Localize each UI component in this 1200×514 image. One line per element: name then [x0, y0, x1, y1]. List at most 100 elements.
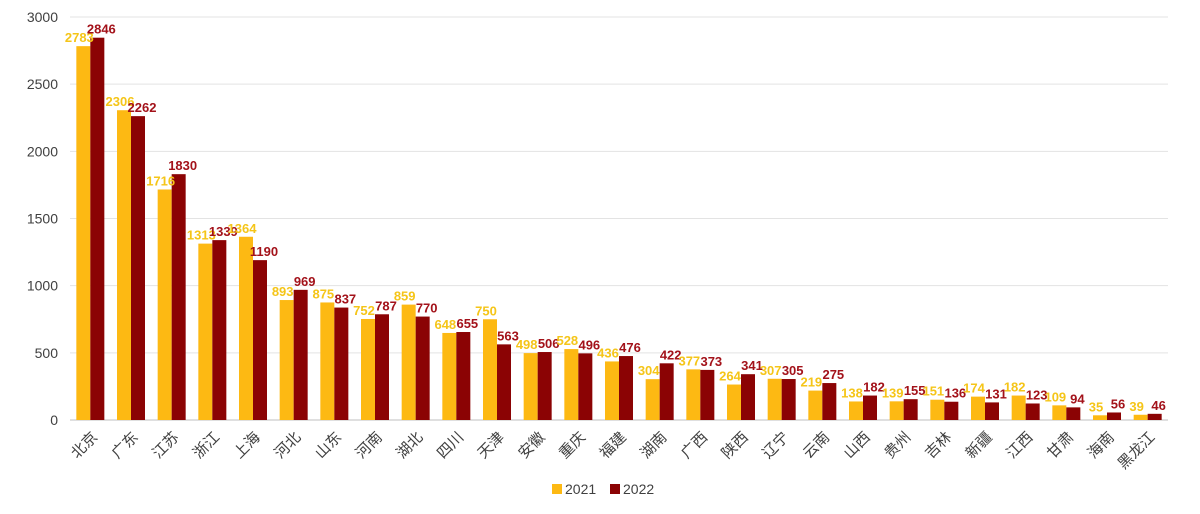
- data-label-2022: 155: [904, 383, 926, 398]
- data-label-2022: 275: [822, 367, 844, 382]
- x-tick-label: 海南: [1085, 429, 1118, 462]
- bar-2022-9: [456, 332, 471, 420]
- bar-2022-2: [171, 174, 186, 420]
- bar-2021-11: [523, 353, 538, 420]
- data-label-2021: 875: [312, 286, 334, 301]
- bar-2021-3: [198, 243, 213, 420]
- bar-2022-15: [700, 369, 715, 420]
- bar-2021-24: [1052, 405, 1067, 420]
- x-tick-label: 陕西: [719, 429, 752, 462]
- bar-2022-22: [985, 402, 999, 420]
- x-tick-label: 四川: [434, 429, 467, 462]
- bar-2022-12: [578, 353, 593, 420]
- bar-2022-16: [741, 374, 755, 420]
- data-label-2021: 2306: [106, 94, 135, 109]
- data-label-2021: 182: [1004, 380, 1026, 395]
- data-label-2022: 422: [660, 347, 682, 362]
- data-label-2022: 2846: [87, 22, 116, 37]
- bar-2022-21: [944, 401, 959, 420]
- data-label-2022: 373: [700, 354, 722, 369]
- bar-2022-19: [863, 395, 877, 420]
- x-axis: 北京 广东 江苏 浙江 上海 河北 山东 河南 湖北 四川 天津 安徽 重庆 福建 湖南 广西 陕西 辽宁 云南 山西…: [68, 429, 1159, 473]
- bar-2021-18: [808, 390, 823, 420]
- y-axis: 0 500 1000 1500 2000 2500 3000: [27, 9, 58, 428]
- y-tick-label: 500: [35, 345, 59, 361]
- x-tick-label: 辽宁: [759, 429, 792, 462]
- bar-2021-25: [1093, 415, 1107, 420]
- x-tick-label: 河南: [353, 429, 386, 462]
- data-label-2021: 750: [475, 303, 497, 318]
- bars: [76, 37, 1162, 421]
- data-label-2022: 1339: [209, 224, 238, 239]
- x-tick-label: 云南: [800, 429, 833, 462]
- bar-2022-4: [253, 260, 267, 420]
- data-label-2021: 264: [719, 369, 741, 384]
- bar-2021-1: [117, 110, 131, 421]
- bar-2021-17: [767, 378, 782, 420]
- data-label-2022: 837: [334, 292, 356, 307]
- bar-2021-26: [1133, 414, 1148, 420]
- bar-2022-13: [619, 356, 633, 420]
- data-label-2021: 138: [841, 385, 863, 400]
- data-label-2022: 655: [456, 316, 478, 331]
- data-label-2021: 304: [638, 363, 660, 378]
- x-tick-label: 浙江: [190, 429, 223, 462]
- bar-2022-25: [1107, 412, 1121, 420]
- data-label-2022: 563: [497, 328, 519, 343]
- data-label-2021: 893: [272, 284, 294, 299]
- bar-2021-7: [361, 318, 375, 420]
- bar-2022-6: [334, 307, 349, 420]
- data-label-2022: 787: [375, 298, 397, 313]
- bar-2021-19: [849, 401, 863, 420]
- data-label-2021: 35: [1089, 399, 1103, 414]
- data-label-2021: 859: [394, 289, 416, 304]
- bar-2022-14: [659, 363, 674, 420]
- bar-2021-16: [727, 384, 741, 420]
- data-label-2021: 219: [800, 375, 822, 390]
- x-tick-label: 福建: [597, 429, 630, 462]
- data-label-2021: 528: [556, 333, 578, 348]
- y-tick-label: 0: [50, 412, 58, 428]
- bar-2022-1: [131, 116, 145, 420]
- bar-2022-11: [537, 352, 552, 420]
- bar-2021-8: [401, 304, 416, 420]
- bar-2022-8: [415, 316, 430, 420]
- y-tick-label: 1000: [27, 278, 58, 294]
- bar-2021-12: [564, 349, 579, 420]
- data-label-2022: 182: [863, 380, 885, 395]
- data-label-2022: 770: [416, 301, 438, 316]
- data-label-2021: 648: [434, 317, 456, 332]
- bar-2021-22: [971, 396, 985, 420]
- legend-label-2022: 2022: [623, 481, 654, 497]
- data-label-2021: 752: [353, 303, 375, 318]
- bar-2021-21: [930, 399, 945, 420]
- data-label-2021: 139: [882, 385, 904, 400]
- bar-2022-23: [1025, 403, 1040, 420]
- x-tick-label: 上海: [231, 429, 264, 462]
- data-label-2022: 94: [1070, 391, 1085, 406]
- data-label-2022: 46: [1151, 398, 1165, 413]
- x-tick-label: 广西: [678, 429, 711, 462]
- bar-2022-17: [781, 379, 796, 420]
- data-label-2021: 109: [1044, 389, 1066, 404]
- bar-2022-18: [822, 383, 837, 420]
- data-label-2022: 1830: [168, 158, 197, 173]
- bar-2022-10: [497, 344, 511, 420]
- legend-swatch-2022: [610, 484, 620, 494]
- x-tick-label: 山东: [312, 429, 345, 462]
- y-tick-label: 3000: [27, 9, 58, 25]
- data-label-2021: 151: [922, 384, 944, 399]
- data-label-2022: 305: [782, 363, 804, 378]
- bar-2022-20: [903, 399, 918, 420]
- bar-2021-6: [320, 302, 335, 420]
- data-label-2022: 136: [944, 386, 966, 401]
- bar-2022-24: [1066, 407, 1081, 420]
- x-tick-label: 安徽: [515, 429, 548, 462]
- bar-2021-10: [483, 319, 497, 420]
- data-label-2022: 2262: [128, 100, 157, 115]
- bar-2021-20: [889, 401, 904, 420]
- x-tick-label: 甘肃: [1044, 429, 1077, 462]
- data-label-2021: 1313: [187, 228, 216, 243]
- x-tick-label: 河北: [271, 429, 304, 462]
